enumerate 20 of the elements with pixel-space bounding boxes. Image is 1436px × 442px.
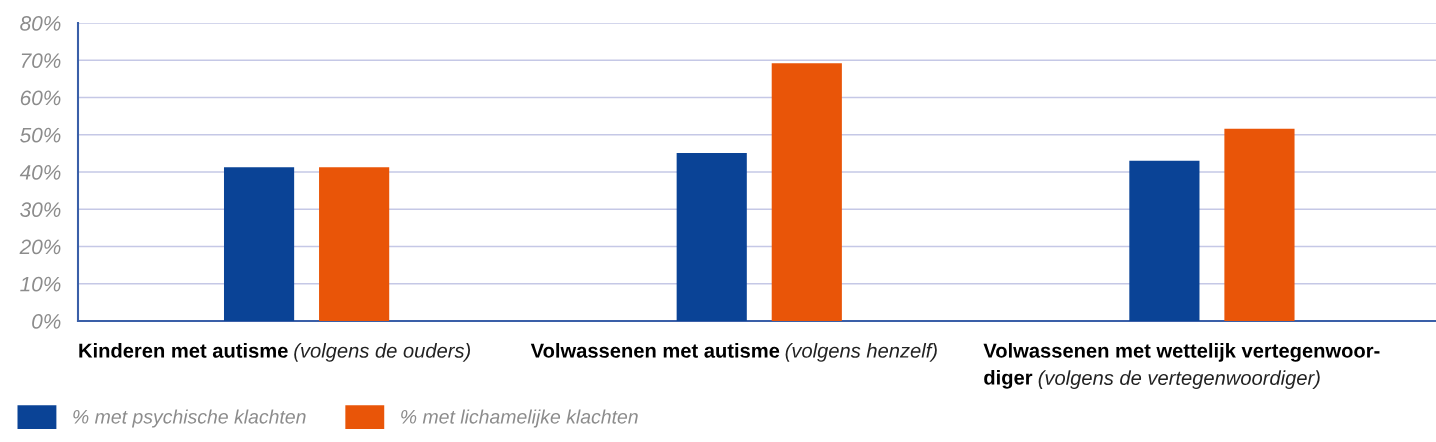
x-tick-label: Volwassenen met autisme (volgens henzelf) <box>530 343 937 362</box>
y-tick-label: 0% <box>32 314 61 329</box>
y-tick-label: 80% <box>20 16 61 31</box>
y-tick-label: 20% <box>19 239 61 255</box>
y-tick-label: 60% <box>20 90 61 106</box>
y-tick-label: 10% <box>20 276 61 292</box>
bar <box>771 63 842 321</box>
bar <box>223 167 295 321</box>
legend-label: % met psychische klachten <box>73 409 306 428</box>
y-tick-label: 70% <box>21 53 61 68</box>
x-tick-label: Volwassenen met wettelijk vertegenwoor- diger (volgens de vertegenwoordiger) <box>983 343 1380 390</box>
bar <box>1129 160 1200 321</box>
bar <box>676 153 747 321</box>
bar <box>1224 128 1295 321</box>
bar <box>319 167 390 321</box>
y-tick-label: 30% <box>20 202 61 217</box>
x-tick-label: Kinderen met autisme (volgens de ouders) <box>79 343 471 362</box>
y-tick-label: 50% <box>20 127 61 143</box>
legend-label: % met lichamelijke klachten <box>401 409 638 428</box>
y-tick-label: 40% <box>19 165 61 180</box>
